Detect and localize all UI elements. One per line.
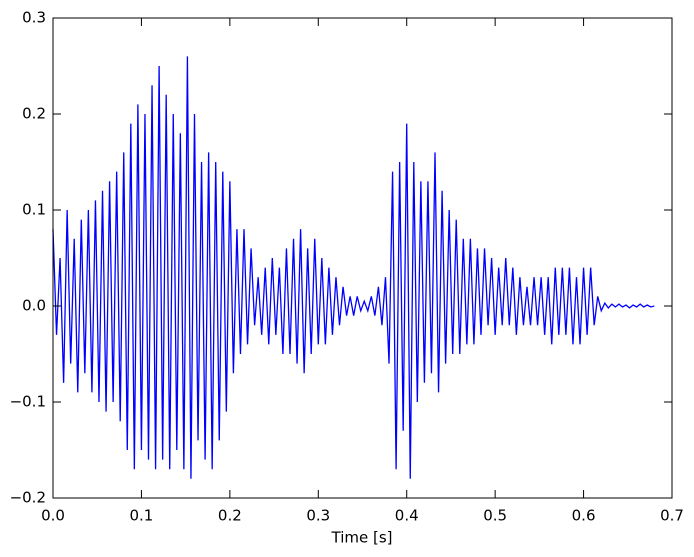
x-axis-label: Time [s] [331, 529, 393, 547]
x-tick-label: 0.0 [41, 507, 65, 525]
x-tick-label: 0.1 [129, 507, 153, 525]
y-tick-label: 0.0 [22, 297, 46, 315]
x-tick-label: 0.6 [572, 507, 596, 525]
x-tick-label: 0.5 [483, 507, 507, 525]
y-tick-label: 0.2 [22, 105, 46, 123]
x-tick-label: 0.3 [306, 507, 330, 525]
y-tick-label: −0.2 [10, 489, 46, 507]
waveform-line [52, 56, 655, 479]
y-tick-label: 0.3 [22, 9, 46, 27]
x-tick-label: 0.4 [395, 507, 419, 525]
x-tick-label: 0.7 [660, 507, 684, 525]
plot-frame [52, 17, 673, 499]
x-tick-label: 0.2 [218, 507, 242, 525]
y-tick-label: −0.1 [10, 393, 46, 411]
y-tick-label: 0.1 [22, 201, 46, 219]
